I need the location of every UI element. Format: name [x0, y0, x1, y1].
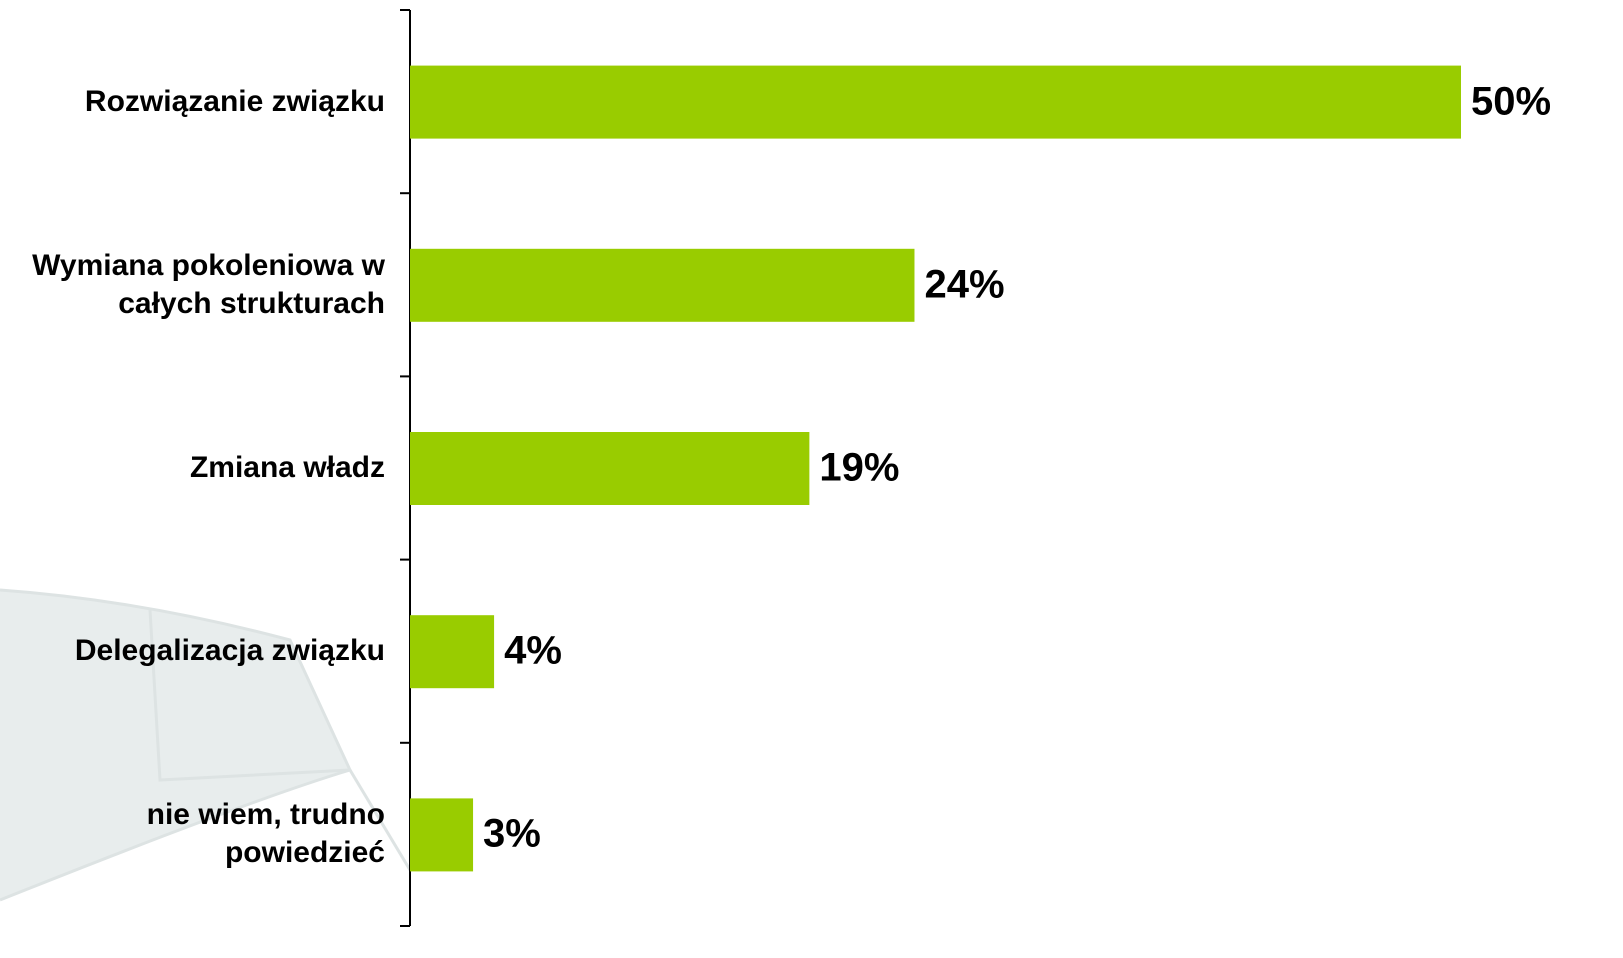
bar	[410, 65, 1461, 139]
bar	[410, 248, 915, 322]
value-label: 4%	[504, 628, 562, 673]
bar	[410, 615, 495, 689]
bar	[410, 798, 474, 872]
background-decoration	[0, 588, 412, 902]
category-label: Rozwiązanie związku	[84, 84, 385, 118]
bar	[410, 432, 810, 505]
category-label: Zmiana władz	[189, 451, 385, 484]
category-label: Wymiana pokoleniowa w całych strukturach	[32, 248, 385, 320]
value-label: 24%	[924, 262, 1005, 307]
value-label: 19%	[819, 445, 900, 490]
category-label: Delegalizacja związku	[74, 634, 385, 668]
category-label: nie wiem, trudno powiedzieć	[146, 798, 385, 870]
value-label: 50%	[1471, 79, 1552, 124]
value-label: 3%	[483, 811, 541, 856]
